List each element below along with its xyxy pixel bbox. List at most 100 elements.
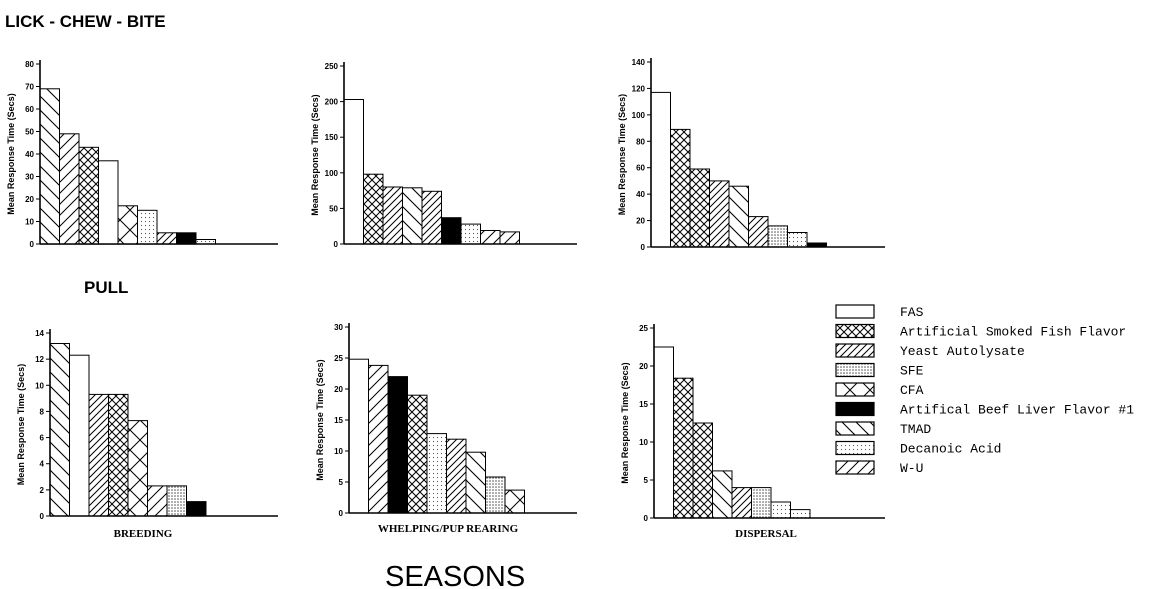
legend-item: TMAD: [835, 421, 931, 437]
legend-swatch: [835, 382, 875, 397]
legend-label: TMAD: [900, 422, 931, 437]
y-axis-label: Mean Response Time (Secs): [315, 359, 325, 480]
y-tick-label: 15: [639, 400, 648, 409]
x-axis-label: WHELPING/PUP REARING: [378, 523, 519, 535]
bar: [504, 489, 525, 514]
chart-panel-top-left: 0 10 20 30 40 50 60 70 80 Mean Response Time (Sec…: [6, 60, 278, 249]
bar: [770, 501, 791, 519]
bar: [387, 376, 408, 514]
legend-label: Artifical Beef Liver Flavor #1: [900, 403, 1134, 418]
y-axis-label: Mean Response Time (Secs): [620, 362, 630, 483]
y-tick-label: 20: [636, 217, 645, 226]
bar: [382, 186, 403, 245]
y-tick-label: 0: [339, 509, 344, 518]
bar: [78, 146, 99, 245]
y-tick-label: 70: [25, 83, 34, 92]
y-tick-label: 100: [632, 111, 646, 120]
section-title-bottom: PULL: [84, 278, 128, 297]
bar: [186, 501, 207, 517]
y-axis-label: Mean Response Time (Secs): [617, 94, 627, 215]
x-axis-label: BREEDING: [114, 528, 173, 540]
y-tick-label: 20: [334, 385, 343, 394]
bar: [147, 485, 168, 517]
y-tick-label: 250: [325, 62, 339, 71]
y-tick-label: 10: [25, 218, 34, 227]
legend-swatch: [835, 421, 875, 436]
legend-label: W-U: [900, 461, 923, 476]
y-tick-label: 10: [639, 438, 648, 447]
bar: [460, 223, 481, 245]
y-tick-label: 120: [632, 84, 646, 93]
legend-label: SFE: [900, 364, 924, 379]
legend-label: FAS: [900, 305, 924, 320]
bar: [343, 99, 364, 245]
bar: [176, 232, 197, 245]
y-tick-label: 0: [30, 240, 35, 249]
legend-item: Artifical Beef Liver Flavor #1: [835, 401, 1134, 418]
chart-panel-bottom-right: 0 5 10 15 20 25 Mean Response Time (Secs) DISPE…: [620, 324, 885, 540]
legend-item: FAS: [835, 304, 924, 320]
legend-label: Yeast Autolysate: [900, 344, 1025, 359]
y-tick-label: 0: [40, 512, 45, 521]
bar: [426, 433, 447, 514]
bar: [787, 232, 808, 248]
bar: [69, 354, 90, 517]
y-tick-label: 6: [40, 434, 45, 443]
bar: [348, 358, 369, 514]
bar: [39, 88, 60, 245]
y-tick-label: 2: [40, 486, 45, 495]
bar: [692, 422, 713, 519]
y-axis-label: Mean Response Time (Secs): [16, 364, 26, 485]
y-tick-label: 50: [329, 204, 338, 213]
y-tick-label: 25: [334, 354, 343, 363]
bar: [728, 185, 749, 248]
legend-item: Yeast Autolysate: [835, 343, 1025, 359]
bar: [767, 225, 788, 248]
bar: [731, 487, 752, 519]
legend-label: Artificial Smoked Fish Flavor: [900, 325, 1126, 340]
legend-swatch: [835, 460, 875, 475]
bar: [363, 173, 384, 245]
x-axis-label: DISPERSAL: [735, 528, 797, 540]
bar: [98, 160, 119, 245]
y-tick-label: 0: [644, 514, 649, 523]
bar: [480, 230, 501, 245]
bar: [137, 209, 158, 245]
legend-swatch: [835, 362, 875, 378]
legend-item: CFA: [835, 382, 924, 398]
y-tick-label: 20: [639, 362, 648, 371]
y-tick-label: 4: [40, 460, 45, 469]
bar: [49, 343, 70, 517]
bar: [117, 205, 138, 245]
legend-label: CFA: [900, 383, 924, 398]
legend-swatch: [835, 401, 875, 417]
y-tick-label: 200: [325, 98, 339, 107]
y-tick-label: 0: [334, 240, 339, 249]
bar: [402, 187, 423, 245]
legend-item: Decanoic Acid: [835, 440, 1001, 457]
bar: [485, 476, 506, 514]
bar: [446, 438, 467, 514]
bar: [709, 180, 730, 248]
chart-panel-top-middle: 0 50 100 150 200 250 Mean Response Time (Secs): [310, 62, 577, 249]
section-title-top: LICK - CHEW - BITE: [5, 12, 166, 31]
y-tick-label: 0: [641, 243, 646, 252]
bar: [465, 451, 486, 514]
legend-item: SFE: [835, 362, 924, 379]
bar: [748, 216, 769, 248]
y-tick-label: 80: [25, 60, 34, 69]
y-tick-label: 30: [334, 323, 343, 332]
chart-panel-bottom-left: 0 2 4 6 8 10 12 14 Mean Response Time (Secs) BREE…: [16, 329, 278, 540]
bar: [108, 393, 129, 517]
y-axis-label: Mean Response Time (Secs): [6, 93, 16, 214]
y-tick-label: 12: [35, 355, 44, 364]
chart-panel-bottom-middle: 0 5 10 15 20 25 30 Mean Response Time (Secs) WHE…: [315, 323, 577, 535]
y-tick-label: 50: [25, 128, 34, 137]
y-tick-label: 140: [632, 58, 646, 67]
bar: [368, 364, 389, 514]
legend-swatch: [835, 343, 875, 358]
legend-item: W-U: [835, 460, 923, 476]
y-tick-label: 5: [339, 478, 344, 487]
